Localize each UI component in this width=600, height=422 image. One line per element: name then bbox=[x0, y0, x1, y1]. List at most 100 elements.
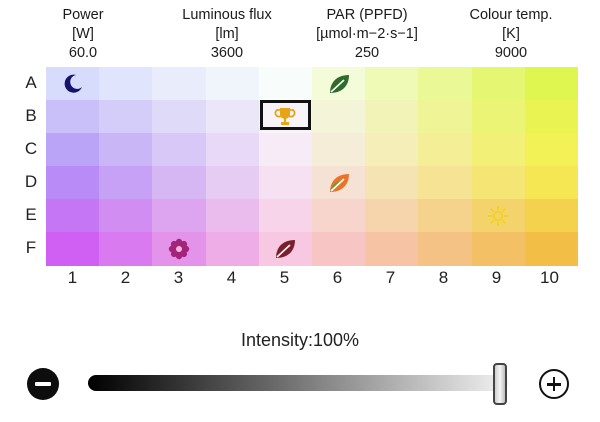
grid-cell-b2[interactable] bbox=[99, 100, 153, 134]
grid-cell-b7[interactable] bbox=[365, 100, 419, 134]
grid-cell-f6[interactable] bbox=[312, 232, 366, 266]
grid-cell-d5[interactable] bbox=[258, 166, 313, 200]
grid-cell-e2[interactable] bbox=[99, 199, 153, 233]
grid-cell-a8[interactable] bbox=[418, 67, 473, 101]
grid-cell-a5[interactable] bbox=[258, 67, 313, 101]
grid-cell-d10[interactable] bbox=[524, 166, 579, 200]
par-value: 250 bbox=[354, 45, 380, 61]
col-label-7: 7 bbox=[385, 268, 396, 287]
grid-cell-c4[interactable] bbox=[205, 133, 260, 167]
intensity-slider[interactable] bbox=[88, 375, 508, 391]
grid-cell-b3[interactable] bbox=[152, 100, 207, 134]
col-label-6: 6 bbox=[332, 268, 343, 287]
grid-cell-f8[interactable] bbox=[418, 232, 473, 266]
row-label-d: D bbox=[24, 172, 38, 191]
colour-temp-unit: [K] bbox=[502, 26, 520, 42]
grid-cell-e8[interactable] bbox=[418, 199, 473, 233]
grid-cell-a7[interactable] bbox=[365, 67, 419, 101]
grid-cell-c3[interactable] bbox=[152, 133, 207, 167]
col-label-1: 1 bbox=[67, 268, 78, 287]
spectrum-grid[interactable] bbox=[46, 67, 579, 266]
grid-cell-a3[interactable] bbox=[152, 67, 207, 101]
grid-cell-d3[interactable] bbox=[152, 166, 207, 200]
intensity-value: 100% bbox=[313, 330, 360, 350]
grid-cell-a2[interactable] bbox=[99, 67, 153, 101]
grid-cell-f10[interactable] bbox=[524, 232, 579, 266]
grid-cell-d4[interactable] bbox=[205, 166, 260, 200]
grid-cell-d9[interactable] bbox=[471, 166, 526, 200]
selected-cell-frame bbox=[260, 100, 311, 130]
moon-icon bbox=[46, 67, 99, 100]
grid-cell-a9[interactable] bbox=[471, 67, 526, 101]
grid-cell-b6[interactable] bbox=[312, 100, 366, 134]
row-label-e: E bbox=[25, 205, 37, 224]
grid-cell-d8[interactable] bbox=[418, 166, 473, 200]
grid-cell-f1[interactable] bbox=[46, 232, 100, 266]
intensity-slider-thumb[interactable] bbox=[493, 363, 507, 405]
power-unit: [W] bbox=[72, 26, 94, 42]
grid-cell-e6[interactable] bbox=[312, 199, 366, 233]
grid-cell-e7[interactable] bbox=[365, 199, 419, 233]
leaf-orange-icon bbox=[312, 166, 365, 199]
colour-temp-title: Colour temp. bbox=[469, 7, 553, 23]
col-label-4: 4 bbox=[226, 268, 237, 287]
grid-cell-e5[interactable] bbox=[258, 199, 313, 233]
grid-cell-f2[interactable] bbox=[99, 232, 153, 266]
grid-cell-c10[interactable] bbox=[524, 133, 579, 167]
grid-cell-d1[interactable] bbox=[46, 166, 100, 200]
grid-cell-a4[interactable] bbox=[205, 67, 260, 101]
grid-cell-f4[interactable] bbox=[205, 232, 260, 266]
intensity-readout: Intensity:100% bbox=[0, 330, 600, 351]
luminous-flux-unit: [lm] bbox=[215, 26, 239, 42]
col-label-10: 10 bbox=[540, 268, 559, 287]
grid-cell-b8[interactable] bbox=[418, 100, 473, 134]
grid-cell-e4[interactable] bbox=[205, 199, 260, 233]
grid-cell-e9[interactable] bbox=[471, 199, 526, 233]
col-label-3: 3 bbox=[173, 268, 184, 287]
grid-cell-c8[interactable] bbox=[418, 133, 473, 167]
par-unit: [µmol·m−2·s−1] bbox=[316, 26, 418, 42]
trophy-icon bbox=[259, 100, 312, 133]
grid-cell-e3[interactable] bbox=[152, 199, 207, 233]
sun-outline-icon bbox=[472, 199, 525, 232]
col-label-8: 8 bbox=[438, 268, 449, 287]
grid-cell-f7[interactable] bbox=[365, 232, 419, 266]
row-label-c: C bbox=[24, 139, 38, 158]
luminous-flux-value: 3600 bbox=[210, 45, 244, 61]
grid-cell-b10[interactable] bbox=[524, 100, 579, 134]
grid-cell-a10[interactable] bbox=[524, 67, 579, 101]
grid-cell-c9[interactable] bbox=[471, 133, 526, 167]
grid-cell-c6[interactable] bbox=[312, 133, 366, 167]
leaf-dark-red-icon bbox=[259, 232, 312, 265]
sun-flower-icon bbox=[152, 232, 205, 265]
row-label-b: B bbox=[25, 106, 37, 125]
col-label-2: 2 bbox=[120, 268, 131, 287]
colour-temp-value: 9000 bbox=[494, 45, 528, 61]
grid-cell-c2[interactable] bbox=[99, 133, 153, 167]
decrease-intensity-button[interactable] bbox=[27, 368, 59, 400]
grid-cell-e10[interactable] bbox=[524, 199, 579, 233]
grid-cell-b1[interactable] bbox=[46, 100, 100, 134]
power-title: Power bbox=[62, 7, 104, 23]
power-value: 60.0 bbox=[68, 45, 98, 61]
col-label-9: 9 bbox=[491, 268, 502, 287]
grid-cell-c1[interactable] bbox=[46, 133, 100, 167]
par-header: PAR (PPFD) [µmol·m−2·s−1] 250 bbox=[292, 6, 442, 63]
row-label-f: F bbox=[25, 238, 37, 257]
grid-cell-d7[interactable] bbox=[365, 166, 419, 200]
col-label-5: 5 bbox=[279, 268, 290, 287]
increase-intensity-button[interactable] bbox=[539, 369, 569, 399]
grid-cell-b4[interactable] bbox=[205, 100, 260, 134]
grid-cell-f9[interactable] bbox=[471, 232, 526, 266]
grid-cell-a1[interactable] bbox=[46, 67, 100, 101]
grid-cell-c5[interactable] bbox=[258, 133, 313, 167]
power-header: Power [W] 60.0 bbox=[8, 6, 158, 63]
par-title: PAR (PPFD) bbox=[326, 7, 408, 23]
grid-cell-e1[interactable] bbox=[46, 199, 100, 233]
luminous-flux-header: Luminous flux [lm] 3600 bbox=[152, 6, 302, 63]
leaf-icon bbox=[312, 67, 365, 100]
grid-cell-d2[interactable] bbox=[99, 166, 153, 200]
grid-cell-b9[interactable] bbox=[471, 100, 526, 134]
colour-temp-header: Colour temp. [K] 9000 bbox=[436, 6, 586, 63]
grid-cell-c7[interactable] bbox=[365, 133, 419, 167]
